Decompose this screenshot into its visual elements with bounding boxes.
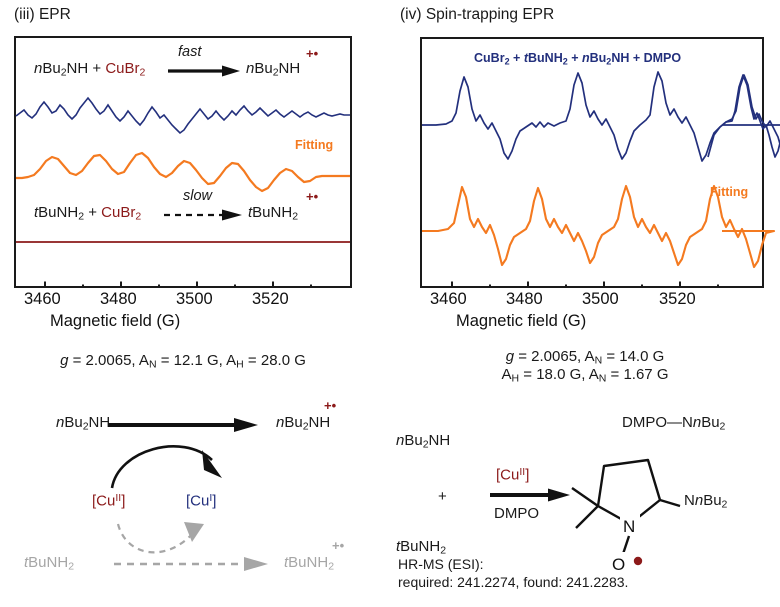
mechanism-left-cu-ii: [CuII] bbox=[92, 492, 126, 510]
reaction-iii-top-product: nBu2NH bbox=[246, 60, 301, 79]
panel-iii-axis-name: Magnetic field (G) bbox=[50, 312, 181, 330]
trace-iii-tbunh2-flat bbox=[16, 241, 350, 243]
reaction-iii-top-reactants: nBu2NH + CuBr2 bbox=[34, 60, 146, 79]
panel-iii-title: (iii) EPR bbox=[14, 6, 71, 23]
trace-iii-experimental bbox=[15, 96, 350, 135]
reaction-iii-bottom-reactants: tBuNH2 + CuBr2 bbox=[34, 204, 142, 223]
mechanism-right-reagent-a: nBu2NH bbox=[396, 432, 451, 451]
panel-iv-tick-3520: 3520 bbox=[659, 290, 696, 308]
trace-iv-fitting-label: Fitting bbox=[710, 185, 749, 199]
mechanism-left-inactive-substrate: tBuNH2 bbox=[24, 554, 75, 573]
reaction-iii-bottom-product: tBuNH2 bbox=[248, 204, 299, 223]
panel-iv-axis-name: Magnetic field (G) bbox=[456, 312, 587, 330]
mechanism-right: DMPO—NnBu2 nBu2NH + tBuNH2 [CuII] DMPO N… bbox=[390, 392, 780, 607]
panel-iii-tick-3520: 3520 bbox=[252, 290, 289, 308]
reaction-iii-top-rate-label: fast bbox=[178, 44, 202, 60]
reaction-iii-bottom-product-charge: +• bbox=[306, 189, 319, 204]
panel-iii-tick-3480: 3480 bbox=[100, 290, 137, 308]
mechanism-left: nBu2NH nBu2NH +• [CuII] [CuI] tBuNH2 tBu… bbox=[0, 392, 390, 607]
hrms-line1: HR-MS (ESI): bbox=[398, 556, 484, 572]
mechanism-right-product-name: DMPO—NnBu2 bbox=[622, 414, 726, 433]
panel-iii-axis-ticks bbox=[44, 281, 312, 288]
panel-iii-params: g = 2.0065, AN = 12.1 G, AH = 28.0 G bbox=[60, 352, 306, 371]
mechanism-left-substrate: nBu2NH bbox=[56, 414, 111, 433]
panel-iv-tick-3480: 3480 bbox=[506, 290, 543, 308]
panel-iv-params-line2: AH = 18.0 G, AN = 1.67 G bbox=[501, 366, 669, 385]
panel-iv-tick-3460: 3460 bbox=[430, 290, 467, 308]
trace-iv-fitting bbox=[422, 184, 776, 269]
mechanism-left-curved-arrow bbox=[110, 445, 222, 489]
mechanism-left-product: nBu2NH bbox=[276, 414, 331, 433]
mechanism-left-inactive-product: tBuNH2 bbox=[284, 554, 335, 573]
panel-iv-title: (iv) Spin-trapping EPR bbox=[400, 6, 555, 23]
mechanism-left-product-charge: +• bbox=[324, 398, 337, 413]
panel-iii-plot-box: nBu2NH + CuBr2 fast nBu2NH +• Fitting tB… bbox=[14, 36, 352, 288]
panel-iii-tick-3500: 3500 bbox=[176, 290, 213, 308]
mechanism-right-structure: N O bbox=[571, 458, 681, 574]
mechanism-right-above-arrow: [CuII] bbox=[496, 466, 530, 484]
mechanism-right-below-arrow: DMPO bbox=[494, 505, 539, 522]
mechanism-right-arrow bbox=[490, 488, 570, 502]
mechanism-right-amine-label: NnBu2 bbox=[684, 492, 728, 511]
panel-iii-tick-3460: 3460 bbox=[24, 290, 61, 308]
reaction-iii-top-arrow bbox=[168, 65, 240, 77]
panel-iv-tick-3500: 3500 bbox=[582, 290, 619, 308]
mechanism-left-inactive-arrows bbox=[114, 522, 268, 571]
hrms-line2: required: 241.2274, found: 241.2283. bbox=[398, 574, 629, 590]
svg-text:O: O bbox=[612, 555, 625, 574]
panel-iv-params-line1: g = 2.0065, AN = 14.0 G bbox=[505, 348, 665, 367]
svg-text:N: N bbox=[623, 517, 635, 536]
mechanism-left-cu-i: [CuI] bbox=[186, 492, 217, 510]
mechanism-left-inactive-product-charge: +• bbox=[332, 538, 345, 553]
reaction-iii-bottom-arrow bbox=[164, 209, 242, 221]
trace-iii-fitting-label: Fitting bbox=[295, 138, 334, 152]
reaction-iii-top-product-charge: +• bbox=[306, 46, 319, 61]
mechanism-right-reagent-b: tBuNH2 bbox=[396, 538, 447, 557]
trace-iii-fitting bbox=[16, 151, 350, 193]
reaction-iii-bottom-rate-label: slow bbox=[183, 188, 213, 204]
mechanism-right-plus: + bbox=[438, 488, 447, 505]
trace-iv-experimental bbox=[422, 71, 780, 162]
mechanism-left-main-arrow bbox=[108, 418, 258, 432]
panel-iv-axis-ticks bbox=[451, 281, 719, 288]
panel-iv-plot-box: CuBr2 + tBuNH2 + nBu2NH + DMPO Fitting bbox=[420, 37, 780, 288]
panel-iv-sample-label: CuBr2 + tBuNH2 + nBu2NH + DMPO bbox=[474, 51, 682, 67]
